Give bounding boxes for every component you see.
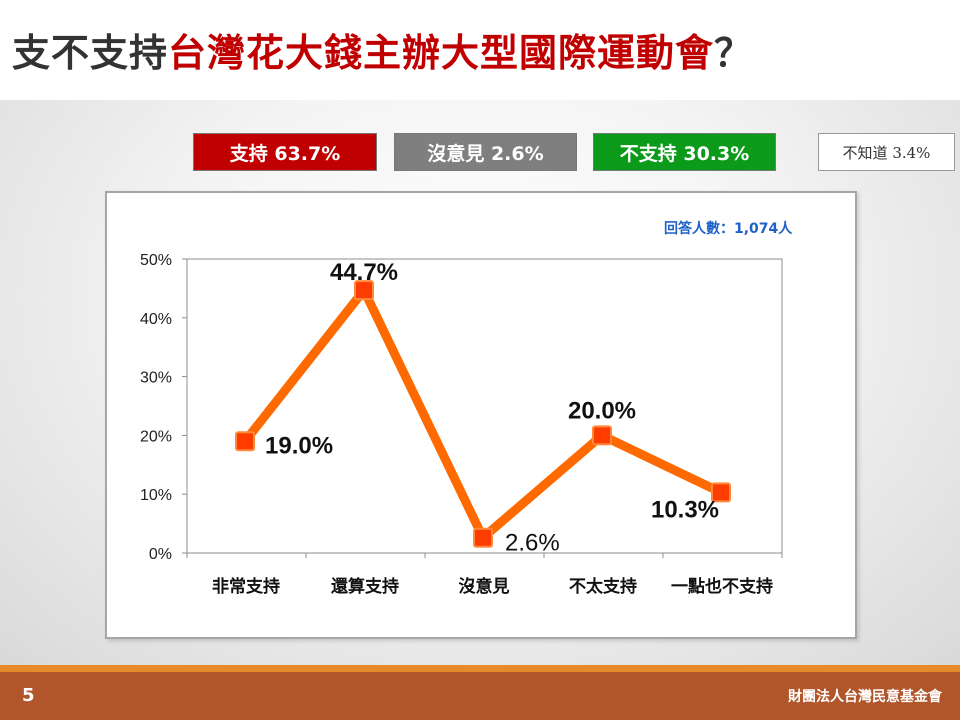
data-label: 10.3%	[651, 496, 719, 523]
summary-support-badge: 支持 63.7%	[193, 133, 377, 171]
data-point	[235, 431, 255, 452]
footer-stripe	[0, 665, 960, 672]
x-tick-label: 一點也不支持	[671, 576, 773, 597]
y-tick-label: 10%	[140, 487, 172, 504]
summary-against-badge: 不支持 30.3%	[593, 133, 776, 171]
data-point	[354, 280, 374, 301]
data-point	[711, 482, 731, 503]
summary-dont-know-badge: 不知道 3.4%	[818, 133, 955, 171]
title-bar	[0, 0, 960, 100]
y-tick-label: 20%	[140, 428, 172, 445]
data-label: 44.7%	[330, 259, 398, 286]
x-tick-label: 還算支持	[331, 576, 399, 597]
footer-bar	[0, 672, 960, 720]
plot-area	[186, 258, 783, 554]
title-prefix: 支不支持	[12, 31, 169, 75]
data-point	[592, 425, 612, 446]
y-tick-label: 0%	[149, 546, 172, 563]
organization-name: 財團法人台灣民意基金會	[788, 689, 942, 705]
data-point	[473, 527, 493, 548]
respondents-count: 回答人數：1,074人	[664, 221, 793, 237]
x-tick-label: 沒意見	[459, 576, 510, 597]
y-tick-label: 40%	[140, 311, 172, 328]
chart-frame	[105, 191, 857, 639]
title-suffix: ？	[714, 31, 754, 75]
data-label: 20.0%	[568, 397, 636, 424]
data-label: 2.6%	[505, 530, 560, 557]
x-tick-label: 不太支持	[569, 576, 637, 597]
page-title: 支不支持台灣花大錢主辦大型國際運動會？	[12, 22, 753, 77]
y-tick-label: 50%	[140, 252, 172, 269]
summary-no-opinion-badge: 沒意見 2.6%	[394, 133, 577, 171]
title-highlight: 台灣花大錢主辦大型國際運動會	[168, 31, 715, 75]
data-label: 19.0%	[265, 432, 333, 459]
series-line	[240, 285, 726, 543]
x-tick-label: 非常支持	[212, 576, 280, 597]
y-tick-label: 30%	[140, 370, 172, 387]
page-number: 5	[22, 685, 35, 706]
